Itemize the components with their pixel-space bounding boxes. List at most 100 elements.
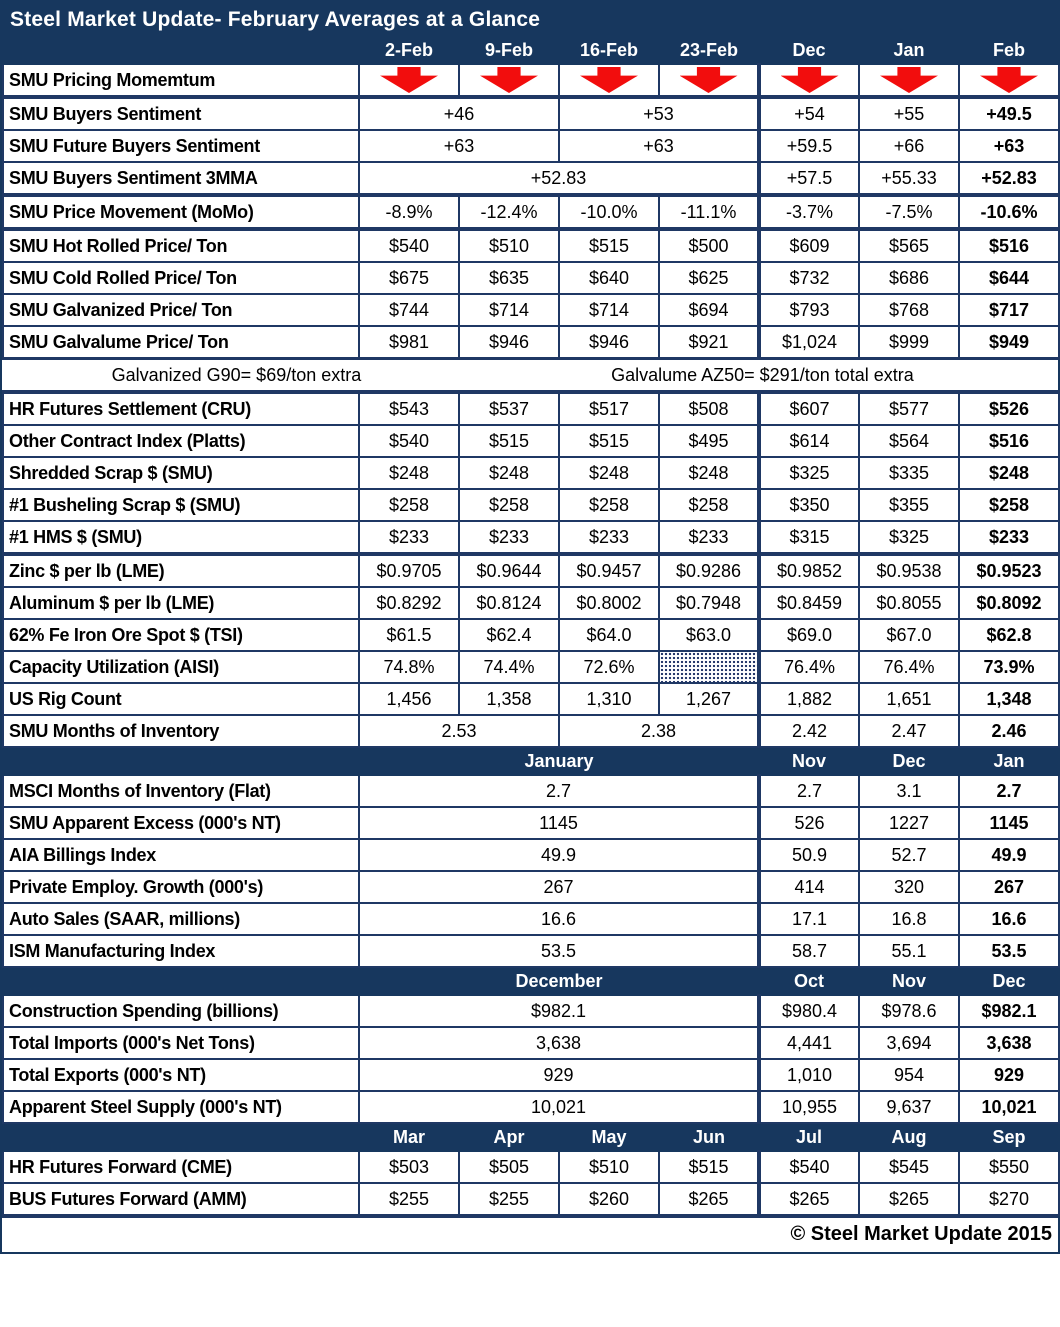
value-cell [358, 63, 460, 99]
value-cell: $325 [757, 456, 860, 490]
value-cell: 1145 [358, 806, 760, 840]
row-label: Aluminum $ per lb (LME) [2, 586, 360, 620]
value-cell: 954 [858, 1058, 960, 1092]
value-cell: $233 [458, 520, 560, 555]
row-label: SMU Galvanized Price/ Ton [2, 293, 360, 327]
column-header: Sep [958, 1122, 1060, 1152]
column-header: Aug [858, 1122, 960, 1152]
value-cell: $258 [458, 488, 560, 522]
value-cell: $255 [458, 1182, 560, 1216]
value-cell: $258 [958, 488, 1060, 522]
value-cell: $62.4 [458, 618, 560, 652]
value-cell: $999 [858, 325, 960, 360]
row-label: SMU Hot Rolled Price/ Ton [2, 228, 360, 263]
value-cell: 74.8% [358, 650, 460, 684]
value-cell: $978.6 [858, 994, 960, 1028]
table-row: HR Futures Settlement (CRU) $543 $537 $517 $… [2, 391, 1060, 426]
table-row: Other Contract Index (Platts) $540 $515 $51… [2, 424, 1060, 458]
value-cell: $258 [358, 488, 460, 522]
note-cell: Galvanized G90= $69/ton extra Galvalume A… [3, 357, 1059, 394]
value-cell: $63.0 [658, 618, 760, 652]
value-cell: 1,456 [358, 682, 460, 716]
value-cell: 76.4% [858, 650, 960, 684]
value-cell: $248 [558, 456, 660, 490]
value-cell: 2.7 [757, 774, 860, 808]
table-row: Auto Sales (SAAR, millions) 16.6 17.1 16.8 1… [2, 902, 1060, 936]
value-cell: +55 [858, 96, 960, 131]
value-cell: $921 [658, 325, 760, 360]
value-cell: $1,024 [757, 325, 860, 360]
value-cell: -12.4% [458, 194, 560, 231]
value-cell: $517 [558, 391, 660, 426]
value-cell: $0.9457 [558, 552, 660, 588]
value-cell: $946 [558, 325, 660, 360]
value-cell: $0.9286 [658, 552, 760, 588]
value-cell: $248 [358, 456, 460, 490]
value-cell: 74.4% [458, 650, 560, 684]
momentum-down-arrow-icon [380, 67, 438, 93]
value-cell: $350 [757, 488, 860, 522]
value-cell: $0.8002 [558, 586, 660, 620]
value-cell: 53.5 [958, 934, 1060, 968]
table-row: Zinc $ per lb (LME) $0.9705 $0.9644 $0.9457… [2, 552, 1060, 588]
value-cell: $694 [658, 293, 760, 327]
row-label: AIA Billings Index [2, 838, 360, 872]
table-row: 62% Fe Iron Ore Spot $ (TSI) $61.5 $62.4 $6… [2, 618, 1060, 652]
column-header: December [358, 966, 760, 996]
row-label: SMU Future Buyers Sentiment [2, 129, 360, 163]
value-cell: $500 [658, 228, 760, 263]
value-cell: $744 [358, 293, 460, 327]
column-header: Dec [958, 966, 1060, 996]
steel-table-body: 2-Feb 9-Feb 16-Feb 23-Feb Dec Jan Feb SMU Prici… [2, 35, 1060, 1216]
value-cell: $543 [358, 391, 460, 426]
value-cell: $248 [958, 456, 1060, 490]
value-cell: $982.1 [958, 994, 1060, 1028]
value-cell: $537 [458, 391, 560, 426]
value-cell: 16.6 [958, 902, 1060, 936]
value-cell: 1,348 [958, 682, 1060, 716]
value-cell: $0.8092 [958, 586, 1060, 620]
row-label: HR Futures Forward (CME) [2, 1150, 360, 1184]
row-label: US Rig Count [2, 682, 360, 716]
value-cell [558, 63, 660, 99]
value-cell: $0.9644 [458, 552, 560, 588]
value-cell: 49.9 [358, 838, 760, 872]
value-cell: 16.6 [358, 902, 760, 936]
value-cell: $61.5 [358, 618, 460, 652]
value-cell: 1,651 [858, 682, 960, 716]
column-header: May [558, 1122, 660, 1152]
column-header: 23-Feb [658, 35, 760, 65]
row-label: SMU Galvalume Price/ Ton [2, 325, 360, 360]
row-label: Other Contract Index (Platts) [2, 424, 360, 458]
value-cell: +63 [558, 129, 760, 163]
value-cell: $510 [558, 1150, 660, 1184]
row-label: SMU Cold Rolled Price/ Ton [2, 261, 360, 295]
value-cell: -11.1% [658, 194, 760, 231]
row-label: #1 HMS $ (SMU) [2, 520, 360, 555]
row-label [2, 966, 360, 996]
value-cell: $516 [958, 228, 1060, 263]
row-label: MSCI Months of Inventory (Flat) [2, 774, 360, 808]
value-cell: $577 [858, 391, 960, 426]
column-header: January [358, 746, 760, 776]
value-cell: $686 [858, 261, 960, 295]
table-row: Capacity Utilization (AISI) 74.8% 74.4% 72.… [2, 650, 1060, 684]
value-cell: -7.5% [858, 194, 960, 231]
value-cell: 267 [358, 870, 760, 904]
table-row: SMU Galvanized Price/ Ton $744 $714 $714 $69… [2, 293, 1060, 327]
column-header: Nov [858, 966, 960, 996]
value-cell: 52.7 [858, 838, 960, 872]
value-cell: -8.9% [358, 194, 460, 231]
column-header: Jul [758, 1122, 860, 1152]
table-row: HR Futures Forward (CME) $503 $505 $510 $515… [2, 1150, 1060, 1184]
column-header: Jun [658, 1122, 760, 1152]
table-row: Private Employ. Growth (000's) 267 414 320 2… [2, 870, 1060, 904]
value-cell: $515 [458, 424, 560, 458]
row-label: Total Imports (000's Net Tons) [2, 1026, 360, 1060]
row-label: Capacity Utilization (AISI) [2, 650, 360, 684]
value-cell: 414 [757, 870, 860, 904]
table-row: #1 HMS $ (SMU) $233 $233 $233 $233 $315 $325 $2… [2, 520, 1060, 555]
momentum-down-arrow-icon [980, 67, 1038, 93]
value-cell: $508 [658, 391, 760, 426]
row-label: #1 Busheling Scrap $ (SMU) [2, 488, 360, 522]
